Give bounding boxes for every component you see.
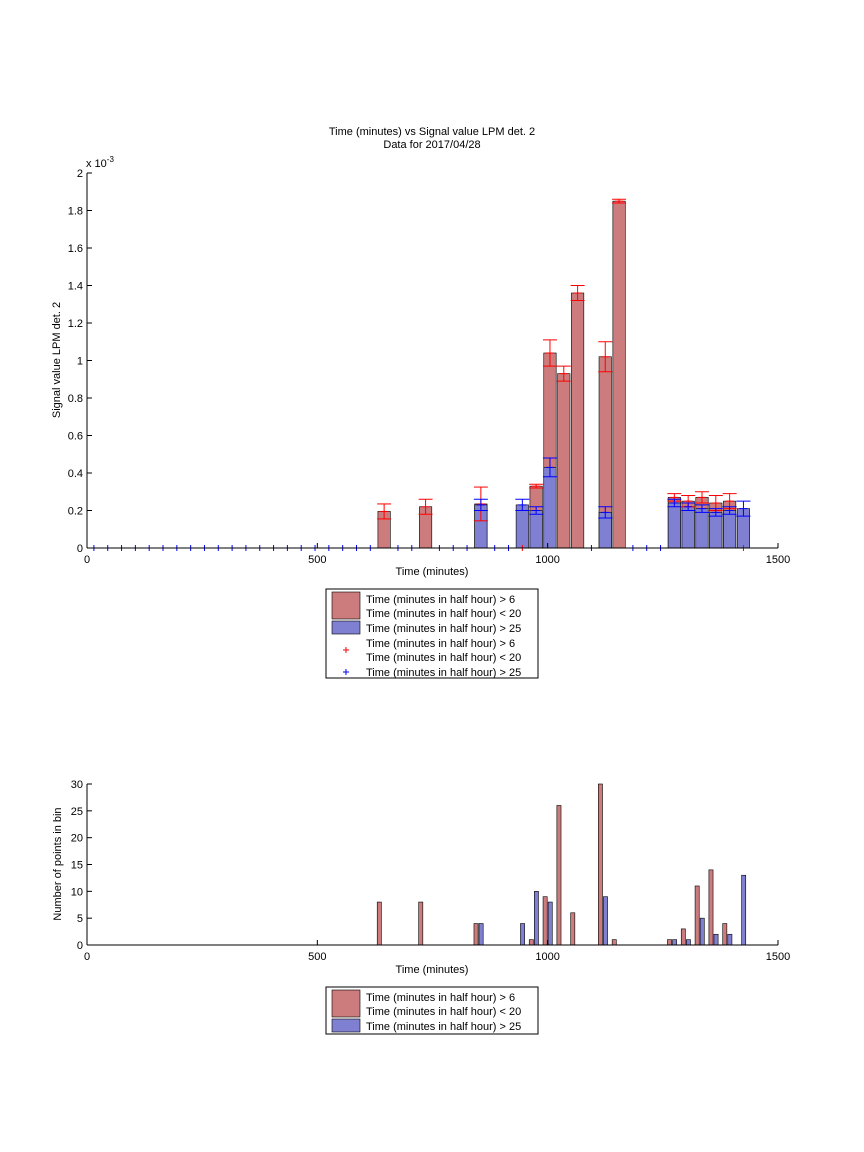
bottom-x-tick-label: 1000 <box>535 951 559 963</box>
top-legend-swatch <box>331 620 361 635</box>
bottom-bar-blue <box>603 896 608 946</box>
top-bar-blue <box>709 512 723 549</box>
bottom-bar-red <box>708 869 714 946</box>
bottom-bar-red <box>722 923 728 946</box>
top-y-tick-label: 0.2 <box>68 506 83 518</box>
top-x-tick-label: 1500 <box>766 554 790 566</box>
bottom-y-tick-label: 15 <box>71 860 83 872</box>
top-axis-exponent: x 10-3 <box>86 155 114 170</box>
bottom-chart-bars <box>376 783 747 946</box>
top-bar-blue <box>543 467 557 549</box>
bottom-bar-red <box>473 923 479 946</box>
top-bar-blue <box>515 504 529 549</box>
bottom-bar-red <box>570 912 576 946</box>
top-x-tick-label: 0 <box>84 554 90 566</box>
bottom-bar-blue <box>547 901 553 946</box>
bottom-bar-red <box>528 939 534 946</box>
top-bar-red <box>612 200 626 549</box>
bottom-bar-blue <box>686 939 691 946</box>
top-legend-label: Time (minutes in half hour) > 25 <box>366 623 521 635</box>
bottom-bar-blue <box>699 917 705 946</box>
top-bar-red <box>571 292 585 549</box>
top-y-axis-label: Signal value LPM det. 2 <box>51 302 63 418</box>
bottom-legend-label: Time (minutes in half hour) > 6 <box>366 992 515 1004</box>
bottom-y-tick-label: 20 <box>71 833 83 845</box>
top-bar-blue <box>695 508 709 549</box>
top-y-tick-label: 0.4 <box>68 468 83 480</box>
top-y-tick-label: 1.2 <box>68 318 83 330</box>
top-legend-label: Time (minutes in half hour) > 6 <box>366 594 515 606</box>
bottom-legend-swatch <box>331 989 361 1018</box>
bottom-bar-blue <box>478 923 484 946</box>
bottom-legend-swatch <box>331 1018 361 1033</box>
bottom-x-tick-label: 500 <box>308 951 326 963</box>
bottom-bar-blue <box>520 923 525 946</box>
top-chart-legend: Time (minutes in half hour) > 6 Time (min… <box>325 588 539 679</box>
top-bar-blue <box>681 506 695 549</box>
bottom-bar-red <box>667 939 672 946</box>
top-y-tick-label: 1 <box>77 356 83 368</box>
top-y-tick-label: 0.8 <box>68 393 83 405</box>
exponent-base: x 10 <box>86 158 107 170</box>
bottom-bar-red <box>418 901 424 946</box>
bottom-y-tick-label: 25 <box>71 806 83 818</box>
bottom-bar-red <box>556 805 562 946</box>
top-y-tick-label: 2 <box>77 168 83 180</box>
bottom-legend-label: Time (minutes in half hour) > 25 <box>366 1021 521 1033</box>
bottom-y-tick-label: 30 <box>71 779 83 791</box>
bottom-legend-box <box>325 986 539 1035</box>
top-legend-box <box>325 588 539 679</box>
bottom-bar-blue <box>534 891 539 946</box>
chart-title-line1: Time (minutes) vs Signal value LPM det. … <box>329 126 535 138</box>
bottom-x-tick-label: 1500 <box>766 951 790 963</box>
top-bar-blue <box>529 510 543 549</box>
top-x-tick-label: 500 <box>308 554 326 566</box>
bottom-x-axis-label: Time (minutes) <box>396 964 469 976</box>
bottom-bar-red <box>694 885 700 946</box>
bottom-bar-blue <box>741 874 747 946</box>
top-legend-label: Time (minutes in half hour) > 25 <box>366 667 521 679</box>
top-x-axis-label: Time (minutes) <box>396 566 469 578</box>
bottom-x-tick-label: 0 <box>84 951 90 963</box>
top-chart-errorbars <box>377 198 751 522</box>
top-y-tick-label: 0.6 <box>68 431 83 443</box>
bottom-bar-blue <box>727 933 733 946</box>
bottom-y-axis-label: Number of points in bin <box>52 807 64 920</box>
top-legend-label: Time (minutes in half hour) > 6 <box>366 638 515 650</box>
bottom-chart-axes: 0 500 1000 1500 0 5 10 15 20 25 30 <box>71 779 790 963</box>
top-x-tick-label: 1000 <box>535 554 559 566</box>
top-chart-bars <box>377 200 750 549</box>
bottom-bar-blue <box>713 933 719 946</box>
svg-text:x 10-3: x 10-3 <box>86 155 114 170</box>
top-y-tick-label: 1.4 <box>68 281 83 293</box>
top-legend-label: Time (minutes in half hour) < 20 <box>366 652 521 664</box>
top-bar-red <box>557 373 571 549</box>
top-y-tick-label: 0 <box>77 543 83 555</box>
chart-title-line2: Data for 2017/04/28 <box>383 139 480 151</box>
bottom-bar-red <box>376 901 382 946</box>
bottom-bar-red <box>542 896 548 946</box>
bottom-chart-legend: Time (minutes in half hour) > 6 Time (min… <box>325 986 539 1035</box>
top-y-tick-label: 1.8 <box>68 206 83 218</box>
bottom-y-tick-label: 10 <box>71 886 83 898</box>
top-legend-swatch <box>331 591 361 620</box>
exponent-power: -3 <box>107 155 115 164</box>
top-legend-label: Time (minutes in half hour) < 20 <box>366 608 521 620</box>
bottom-bar-red <box>680 928 686 946</box>
bottom-y-tick-label: 0 <box>77 940 83 952</box>
bottom-bar-red <box>611 939 617 946</box>
bottom-bar-blue <box>672 939 677 946</box>
bottom-y-tick-label: 5 <box>77 913 83 925</box>
top-bar-blue <box>723 510 737 549</box>
top-chart-axes: 0 500 1000 1500 0 0.2 0.4 0.6 0.8 1 1.2 1.4 1.6 1.8 2 <box>68 168 791 566</box>
top-bar-blue <box>667 502 681 549</box>
top-y-tick-label: 1.6 <box>68 243 83 255</box>
bottom-bar-red <box>598 783 603 946</box>
bottom-legend-label: Time (minutes in half hour) < 20 <box>366 1006 521 1018</box>
